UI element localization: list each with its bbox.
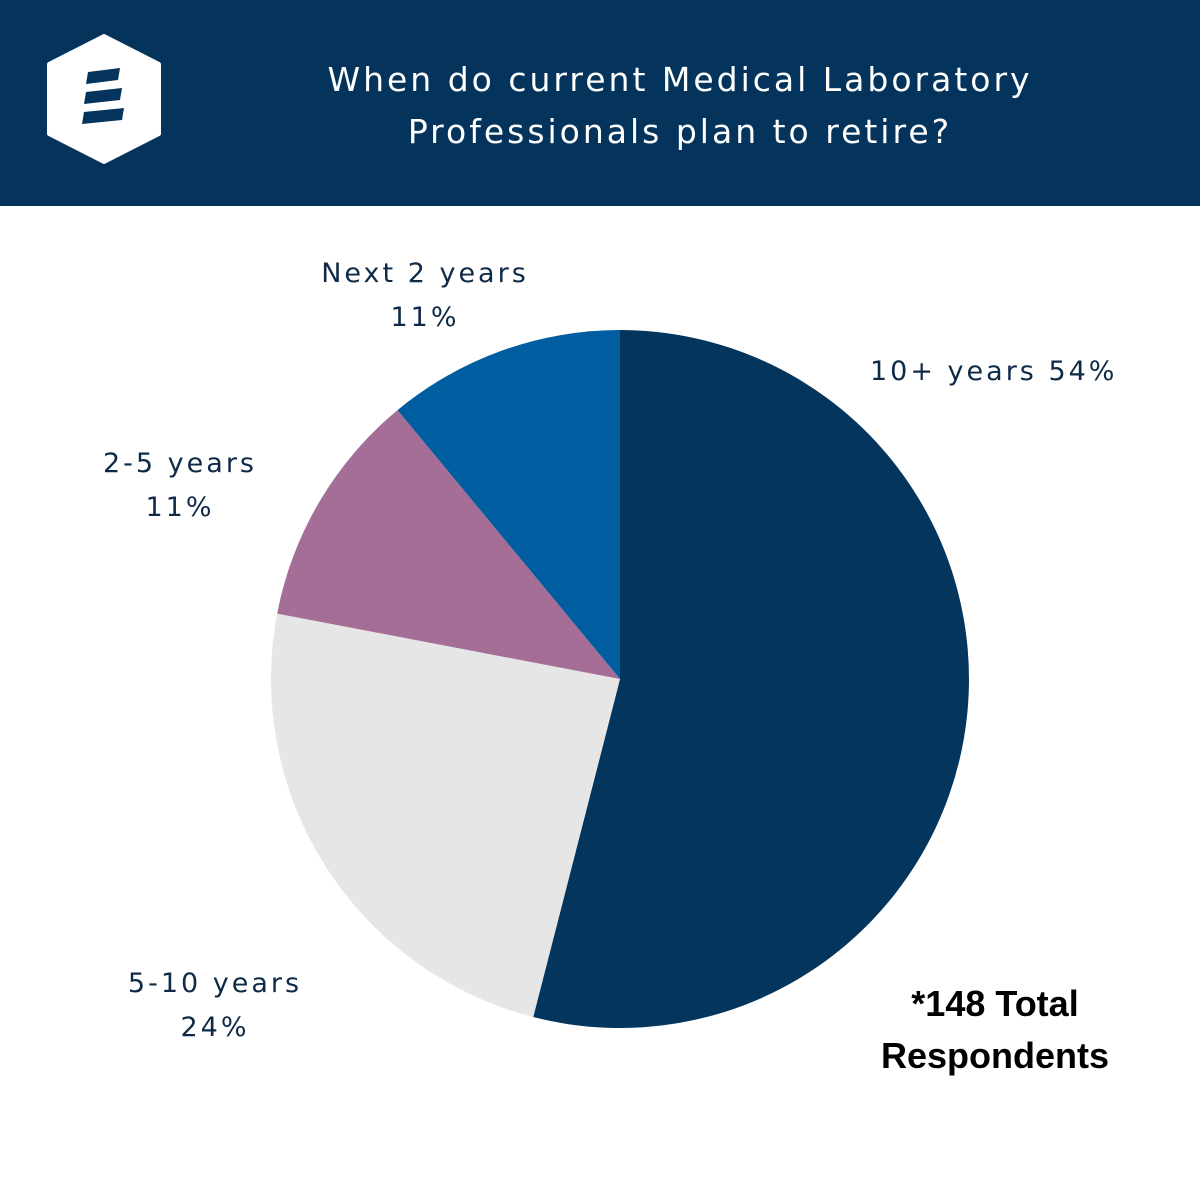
- pie-slice-two-to-five: [277, 410, 620, 679]
- slice-label-2-5-years: 2-5 years 11%: [80, 442, 280, 530]
- footnote-line-1: *148 Total: [911, 983, 1079, 1024]
- page-title: When do current Medical Laboratory Profe…: [230, 54, 1130, 158]
- slice-label-10-plus-years-text: 10+ years 54%: [870, 356, 1118, 387]
- slice-label-2-5-years-value: 11%: [145, 492, 215, 523]
- slice-label-5-10-years-name: 5-10 years: [127, 968, 303, 999]
- slice-label-2-5-years-name: 2-5 years: [103, 448, 257, 479]
- slice-label-next-2-years: Next 2 years 11%: [300, 252, 550, 340]
- pie-chart-area: Next 2 years 11% 2-5 years 11% 5-10 year…: [0, 206, 1200, 1200]
- title-line-2: Professionals plan to retire?: [407, 112, 953, 151]
- footnote-line-2: Respondents: [880, 1035, 1110, 1076]
- pie-slice-ten-plus: [533, 330, 969, 1028]
- slice-label-next-2-years-name: Next 2 years: [321, 258, 529, 289]
- slice-label-10-plus-years: 10+ years 54%: [870, 350, 1130, 394]
- slice-label-5-10-years: 5-10 years 24%: [105, 962, 325, 1050]
- hexagon-logo-icon: [47, 34, 161, 164]
- pie-slice-next-two: [397, 330, 620, 679]
- title-line-1: When do current Medical Laboratory: [327, 60, 1033, 99]
- pie-chart: [270, 330, 969, 1028]
- pie-slice-five-to-ten: [270, 613, 620, 1018]
- respondents-footnote: *148 Total Respondents: [850, 978, 1140, 1082]
- slice-label-next-2-years-value: 11%: [390, 302, 460, 333]
- header-banner: When do current Medical Laboratory Profe…: [0, 0, 1200, 206]
- slice-label-5-10-years-value: 24%: [180, 1012, 250, 1043]
